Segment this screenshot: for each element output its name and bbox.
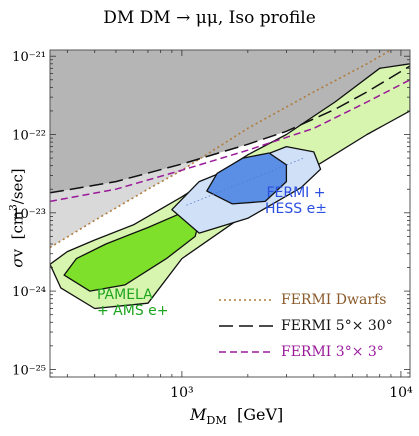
x-tick-label: 10⁴ [389,385,413,401]
annotation-fermi-hess-line1: FERMI + [266,185,326,201]
chart-title: DM DM → μμ, Iso profile [103,8,316,28]
annotation-fermi-hess: FERMI + HESS e± [265,185,327,217]
y-tick-label: 10⁻²¹ [12,50,46,65]
y-axis-label: σv [cm3/sec] [7,168,27,268]
legend-label-dwarfs: FERMI Dwarfs [281,292,387,308]
annotation-pamela-line1: PAMELA [97,287,153,303]
region-fermi-hess-e-inner [206,152,288,205]
series-line-fermi-3-3 [50,79,410,203]
annotation-pamela-line2: + AMS e+ [97,303,169,319]
plot-frame [49,49,411,378]
excluded-region-dark [50,50,410,193]
series-line-fermi-dwarfs [50,50,392,249]
y-tick-label: 10⁻²⁵ [12,363,46,378]
fermi-hess-best-fit-line [186,157,304,206]
y-tick-label: 10⁻²⁴ [12,285,46,300]
annotation-fermi-hess-line2: HESS e± [265,201,327,217]
plot-regions [50,50,410,310]
legend-label-5x30: FERMI 5°× 30° [281,318,393,334]
legend-label-3x3: FERMI 3°× 3° [281,344,384,360]
y-tick-label: 10⁻²³ [12,207,46,222]
legend [219,299,274,353]
annotation-pamela: PAMELA + AMS e+ [97,287,169,319]
x-axis-label: MDM [GeV] [190,405,284,428]
y-tick-label: 10⁻²² [12,129,46,144]
axis-ticks: 10³ 10⁴ 10⁻²¹ 10⁻²² 10⁻²³ 10⁻²⁴ 10⁻²⁵ [12,50,413,401]
series-line-fermi-5-30 [50,65,410,194]
x-tick-label: 10³ [170,385,193,401]
plot-series [50,50,410,249]
